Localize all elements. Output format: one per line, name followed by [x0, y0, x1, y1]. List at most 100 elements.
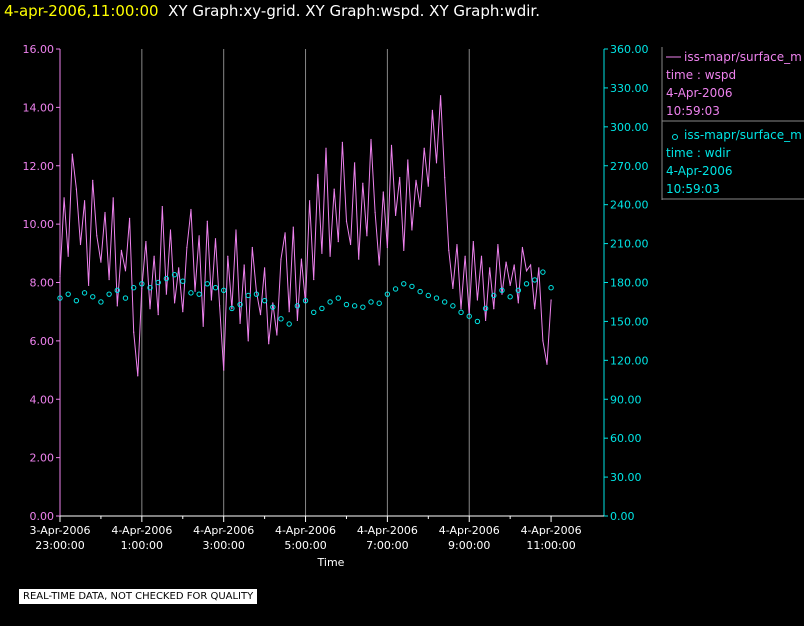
wdir-point	[474, 318, 481, 325]
left-tick-label: 2.00	[30, 452, 55, 465]
wspd-point	[448, 249, 450, 251]
wspd-point	[231, 308, 233, 310]
wspd-point	[321, 252, 323, 254]
wspd-point	[460, 308, 462, 310]
wspd-point	[190, 208, 192, 211]
wdir-point	[335, 295, 341, 301]
wspd-point	[345, 220, 348, 222]
left-tick-label: 10.00	[23, 218, 55, 231]
right-tick-label: 60.00	[610, 432, 642, 445]
wspd-point	[309, 200, 311, 202]
wspd-point	[472, 241, 474, 243]
legend-text: time : wspd	[666, 68, 736, 82]
wdir-point	[482, 305, 489, 312]
wspd-point	[161, 206, 163, 208]
wdir-point	[392, 286, 399, 292]
wspd-point	[362, 182, 364, 184]
wdir-point	[90, 294, 96, 300]
wspd-point	[538, 267, 540, 269]
wspd-point	[219, 305, 221, 307]
wspd-point	[67, 255, 69, 257]
wdir-point	[278, 316, 284, 322]
x-tick-label-date: 4-Apr-2006	[275, 524, 336, 537]
wspd-point	[399, 176, 401, 179]
wdir-point	[163, 275, 170, 282]
wspd-point	[145, 241, 147, 243]
wspd-point	[239, 322, 241, 324]
wspd-point	[96, 235, 98, 237]
left-tick-label: 6.00	[30, 335, 55, 348]
wspd-point	[153, 255, 155, 257]
wspd-point	[550, 299, 552, 301]
wdir-point	[540, 269, 546, 275]
wspd-point	[444, 176, 446, 179]
wspd-point	[182, 311, 184, 313]
quality-notice: REAL-TIME DATA, NOT CHECKED FOR QUALITY	[19, 589, 258, 604]
legend-text: 4-Apr-2006	[666, 164, 733, 178]
wspd-point	[358, 258, 360, 260]
wdir-point	[401, 281, 407, 287]
wspd-point	[374, 211, 376, 214]
wspd-point	[505, 261, 507, 263]
legend-text: time : wdir	[666, 146, 731, 160]
wspd-point	[452, 287, 454, 289]
wspd-point	[382, 191, 384, 193]
x-tick-label-date: 4-Apr-2006	[193, 524, 254, 537]
wspd-point	[329, 255, 331, 257]
wspd-point	[378, 264, 380, 266]
wspd-point	[517, 302, 519, 304]
wdir-point	[360, 304, 366, 310]
wdir-point	[261, 297, 268, 304]
wspd-point	[407, 159, 409, 161]
wspd-point	[59, 276, 61, 278]
right-tick-label: 270.00	[610, 160, 649, 173]
wdir-point	[441, 299, 448, 305]
wspd-point	[214, 238, 217, 240]
wspd-point	[296, 319, 298, 322]
wdir-point	[65, 291, 71, 297]
wspd-point	[173, 302, 176, 304]
wdir-point	[180, 278, 186, 284]
wspd-point	[280, 258, 282, 260]
wspd-point	[423, 147, 425, 149]
wdir-point	[147, 284, 153, 291]
right-tick-label: 30.00	[610, 471, 642, 484]
header-graph-titles: XY Graph:xy-grid. XY Graph:wspd. XY Grap…	[168, 2, 540, 20]
wdir-point	[491, 292, 497, 299]
wspd-point	[317, 173, 319, 176]
wspd-point	[546, 363, 548, 365]
legend-text: 10:59:03	[666, 182, 720, 196]
wspd-point	[411, 229, 413, 231]
wdir-point	[417, 288, 423, 295]
legend-circle-symbol	[672, 134, 678, 140]
wspd-point	[439, 95, 442, 97]
left-tick-label: 8.00	[30, 277, 55, 290]
wdir-point	[253, 291, 260, 297]
wdir-point	[384, 291, 391, 297]
wspd-point	[194, 290, 196, 292]
wspd-point	[137, 375, 139, 377]
wspd-point	[243, 264, 245, 266]
wspd-point	[415, 179, 417, 181]
wdir-point	[327, 299, 333, 305]
wspd-point	[264, 267, 266, 269]
wspd-point	[354, 162, 356, 164]
wdir-point	[499, 287, 505, 293]
wspd-point	[247, 340, 249, 342]
right-tick-label: 150.00	[610, 315, 649, 328]
wspd-point	[112, 197, 114, 199]
wspd-point	[337, 241, 339, 243]
wspd-point	[63, 197, 65, 199]
x-tick-label-date: 4-Apr-2006	[521, 524, 582, 537]
wspd-point	[116, 305, 118, 307]
wspd-point	[501, 293, 503, 295]
wspd-point	[530, 264, 532, 266]
wspd-point	[124, 270, 127, 272]
wspd-point	[419, 206, 421, 208]
wdir-point	[245, 292, 251, 299]
wdir-point	[204, 281, 211, 287]
wspd-point	[333, 188, 335, 190]
wspd-point	[403, 249, 405, 251]
x-tick-label-time: 7:00:00	[366, 539, 408, 552]
wdir-point	[229, 305, 235, 312]
